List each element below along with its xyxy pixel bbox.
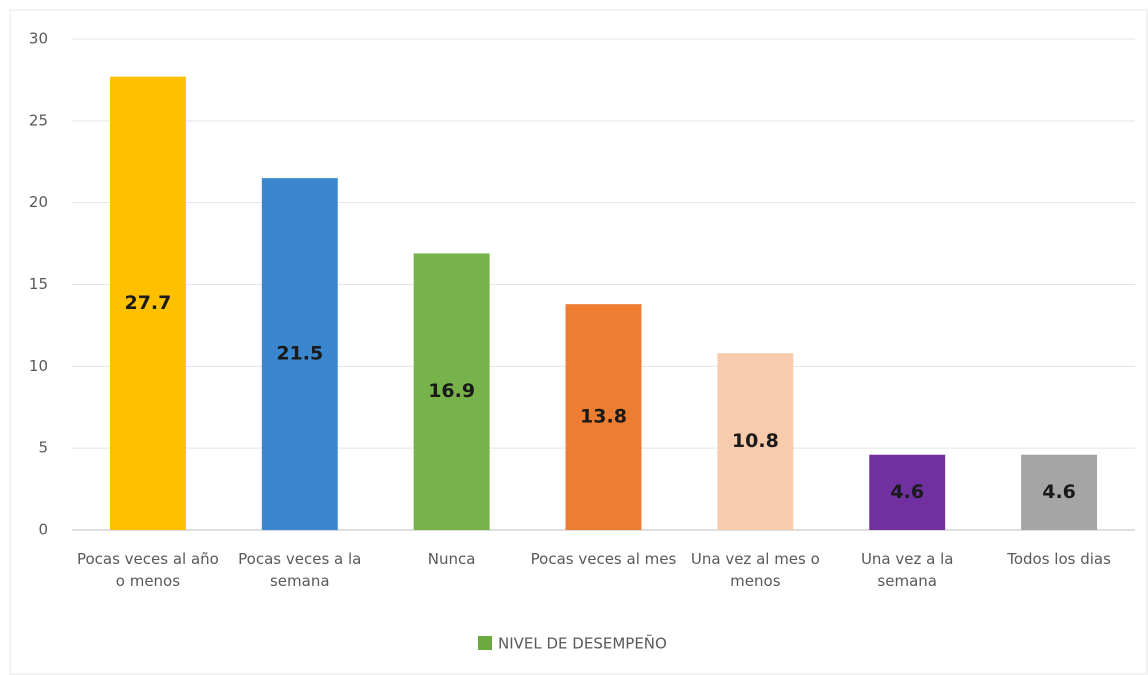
data-label: 4.6 <box>1042 481 1076 503</box>
bar <box>413 253 490 531</box>
y-tick-label: 25 <box>29 111 48 129</box>
bar <box>717 353 794 530</box>
y-tick-label: 5 <box>38 439 48 457</box>
y-tick-label: 30 <box>29 30 48 48</box>
legend-label: NIVEL DE DESEMPEÑO <box>498 634 667 653</box>
legend-swatch <box>478 636 492 650</box>
data-label: 27.7 <box>124 292 171 314</box>
data-label: 10.8 <box>732 430 779 452</box>
x-tick-label: Pocas veces a la semana <box>238 550 362 590</box>
x-tick-label: Pocas veces al mes <box>530 550 677 568</box>
data-label: 4.6 <box>890 481 924 503</box>
chart-border <box>9 9 1148 675</box>
x-tick-label: Pocas veces al año o menos <box>76 550 219 590</box>
bar <box>565 304 642 530</box>
y-tick-label: 0 <box>38 521 48 539</box>
data-label: 21.5 <box>276 343 323 365</box>
x-tick-label: Una vez al mes o menos <box>690 550 820 590</box>
bar <box>869 454 946 530</box>
bar <box>261 178 338 530</box>
data-label: 16.9 <box>428 380 475 402</box>
bar <box>1021 454 1098 530</box>
x-tick-label: Nunca <box>427 550 476 568</box>
data-label: 13.8 <box>580 406 627 428</box>
x-tick-label: Todos los dias <box>1007 550 1111 568</box>
y-tick-label: 15 <box>29 275 48 293</box>
x-tick-label: Una vez a la semana <box>860 550 954 590</box>
bar <box>109 76 186 530</box>
y-tick-label: 20 <box>29 193 48 211</box>
y-tick-label: 10 <box>29 357 48 375</box>
